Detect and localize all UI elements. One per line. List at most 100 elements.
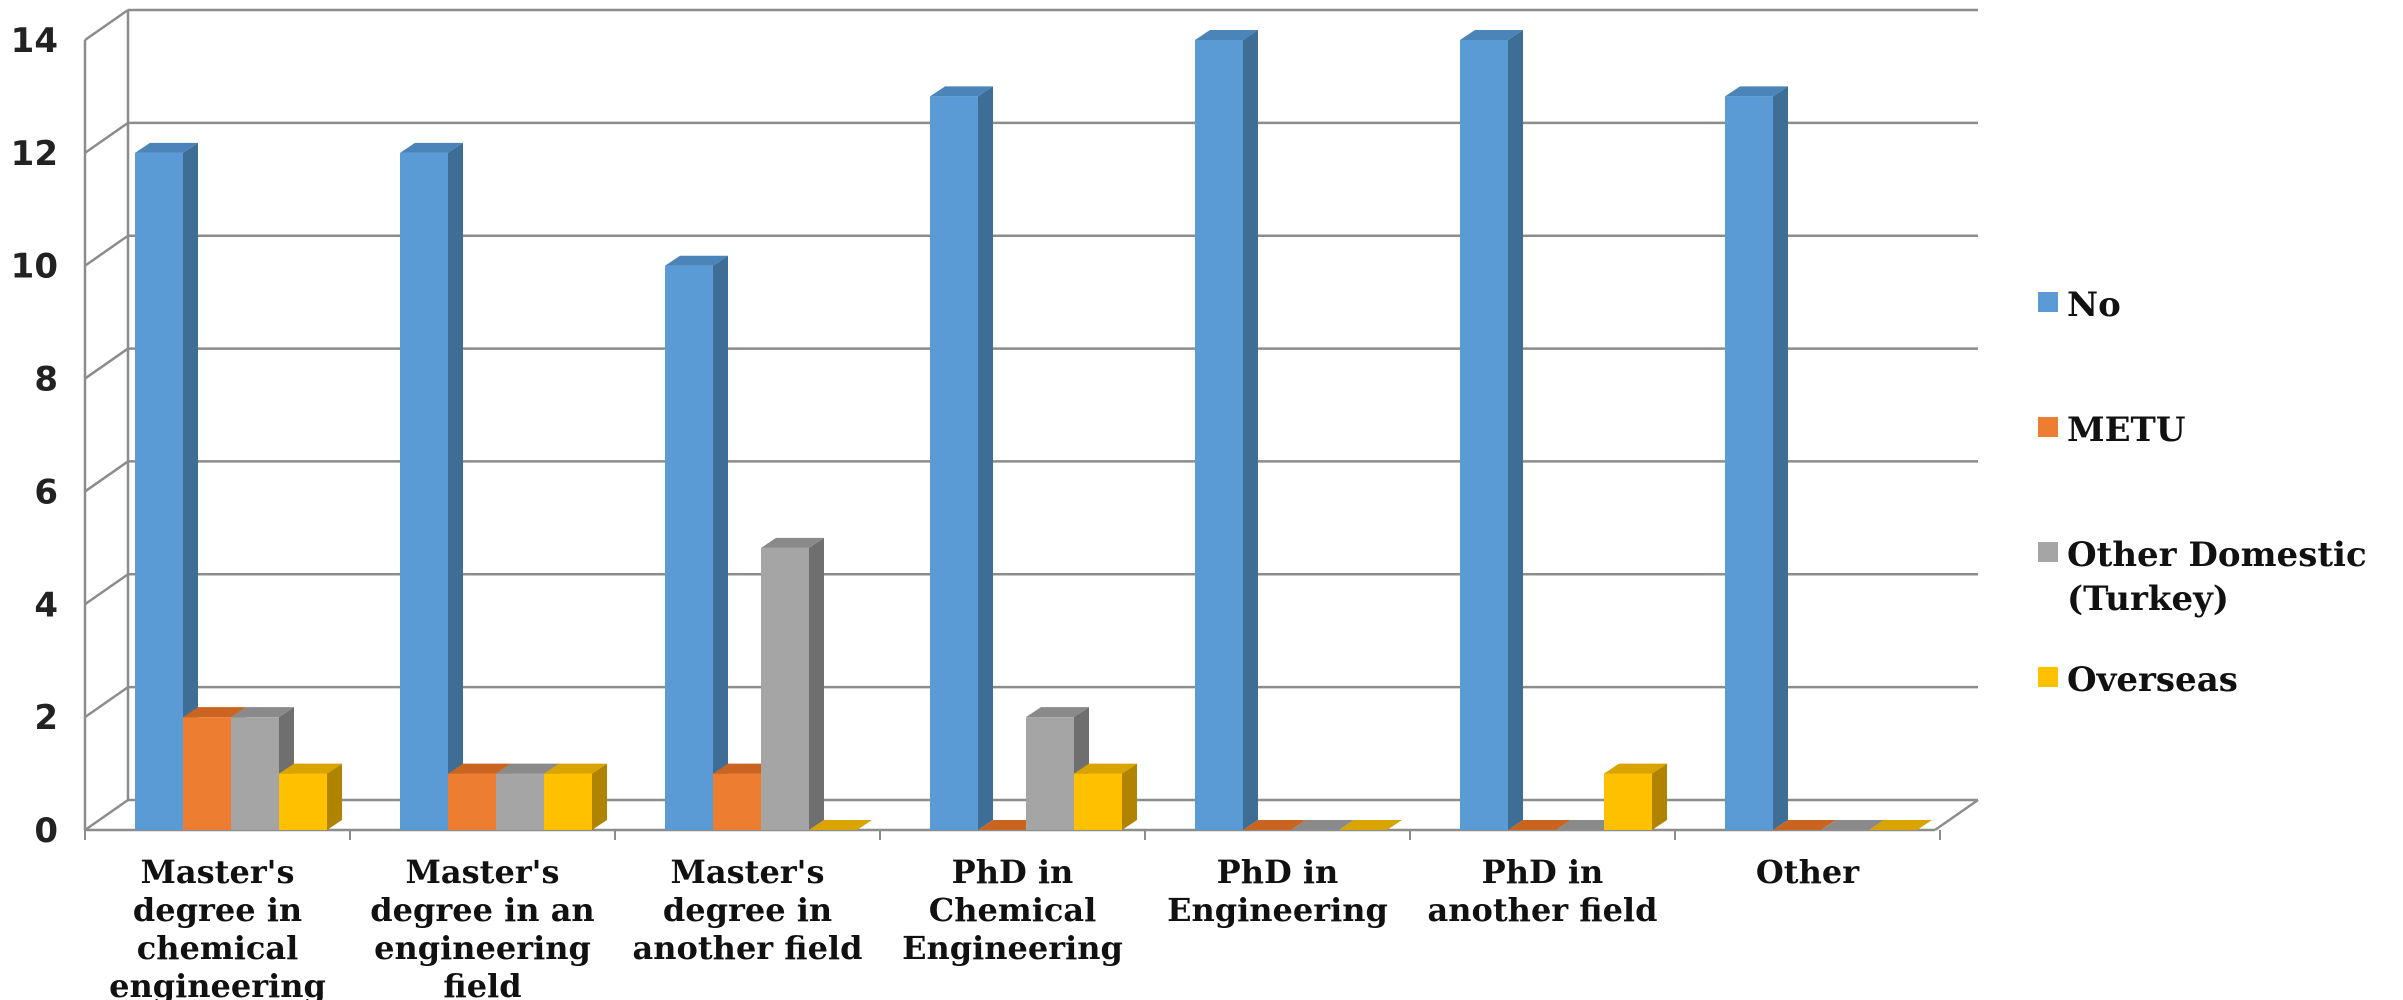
bar-top [544, 763, 607, 774]
bar-top [1556, 820, 1619, 830]
bar-top [1460, 30, 1523, 40]
bar-top [448, 763, 511, 774]
bar-side [1243, 30, 1258, 830]
legend-label-line: METU [2067, 410, 2186, 450]
bar-top [1026, 707, 1089, 718]
bar-front [496, 773, 544, 830]
bar-side [1508, 30, 1523, 830]
gridline-side [84, 460, 129, 493]
gridline-side [84, 573, 129, 606]
bar-top [761, 537, 824, 548]
x-tick-label-line: Master's [671, 853, 825, 891]
bar [978, 820, 1041, 830]
bar-top [183, 707, 246, 718]
bar-top [1725, 86, 1788, 97]
bar-front [930, 96, 978, 830]
legend-item: Overseas [2038, 660, 2238, 700]
bar [1604, 763, 1667, 830]
bar-top [1821, 820, 1884, 830]
bar-front [448, 773, 496, 830]
bar-front [761, 547, 809, 830]
gridline-side [84, 234, 129, 267]
y-tick-label: 6 [34, 472, 58, 512]
bar [930, 86, 993, 830]
x-tick-label-line: Master's [406, 853, 560, 891]
legend-label-line: No [2067, 285, 2121, 325]
bar-top [496, 763, 559, 774]
x-tick-label-line: Chemical [929, 891, 1096, 929]
legend: No METU Other Domestic (Turkey) Overseas [2038, 285, 2367, 700]
bar [809, 820, 872, 830]
bar [1773, 820, 1836, 830]
bar-side [1773, 86, 1788, 830]
legend-label-line: Overseas [2067, 660, 2238, 700]
bar-front [279, 773, 327, 830]
bar-top [400, 142, 463, 153]
bar-top [1074, 763, 1137, 774]
bar-front [1195, 40, 1243, 830]
gridline-side [84, 121, 129, 154]
x-tick-label-line: Engineering [1167, 891, 1388, 929]
bar-top [1869, 820, 1932, 830]
bar-top [231, 707, 294, 718]
gridline-side [84, 686, 129, 719]
bar [1869, 820, 1932, 830]
y-tick-label: 12 [11, 134, 58, 174]
bar [1339, 820, 1402, 830]
bar-side [592, 763, 607, 830]
y-tick-label: 2 [34, 698, 58, 738]
legend-swatch [2038, 542, 2058, 562]
bar-front [400, 152, 448, 830]
gridline-side [84, 8, 129, 42]
gridline-side [84, 798, 129, 832]
bar-top [279, 763, 342, 774]
bar-top [1291, 820, 1354, 830]
bar-top [135, 142, 198, 153]
bar [279, 763, 342, 830]
legend-swatch [2038, 417, 2058, 437]
bar [1821, 820, 1884, 830]
bar-top [1243, 820, 1306, 830]
legend-item: METU [2038, 410, 2186, 450]
y-tick-label: 4 [34, 585, 58, 625]
bar [761, 537, 824, 830]
bar-front [713, 773, 761, 830]
legend-label: No [2067, 285, 2121, 325]
bar [1195, 30, 1258, 830]
bar-top [978, 820, 1041, 830]
bar-top [809, 820, 872, 830]
x-tick-label-line: Master's [141, 853, 295, 891]
y-tick-label: 10 [11, 247, 58, 287]
bar [1243, 820, 1306, 830]
bar [135, 142, 198, 830]
bar [1460, 30, 1523, 830]
bar-front [135, 152, 183, 830]
bar [1556, 820, 1619, 830]
bar-front [183, 717, 231, 830]
legend-swatch [2038, 667, 2058, 687]
y-axis-ticks: 0 2 4 6 8 10 12 14 [11, 21, 58, 851]
gridline-side [84, 347, 129, 380]
bars [135, 30, 1932, 830]
bar-front [1460, 40, 1508, 830]
floor-right-edge [1934, 798, 1979, 832]
x-tick-label: Master's degree in chemical engineering [109, 853, 326, 1000]
legend-swatch [2038, 292, 2058, 312]
bar-front [1026, 717, 1074, 830]
bar [1725, 86, 1788, 830]
bar [665, 255, 728, 830]
x-tick-label-line: another field [633, 929, 863, 967]
x-tick-label: Other [1756, 853, 1860, 891]
bar [1291, 820, 1354, 830]
x-tick-label-line: PhD in [1217, 853, 1339, 891]
bar-front [231, 717, 279, 830]
x-tick-label: PhD in Chemical Engineering [902, 853, 1123, 967]
legend-label-line: (Turkey) [2067, 579, 2229, 619]
bar-front [665, 265, 713, 830]
legend-item: No [2038, 285, 2121, 325]
x-tick-label-line: chemical [137, 929, 299, 967]
legend-label: Overseas [2067, 660, 2238, 700]
x-tick-label-line: degree in an [370, 891, 594, 929]
x-tick-label: PhD in another field [1428, 853, 1658, 929]
